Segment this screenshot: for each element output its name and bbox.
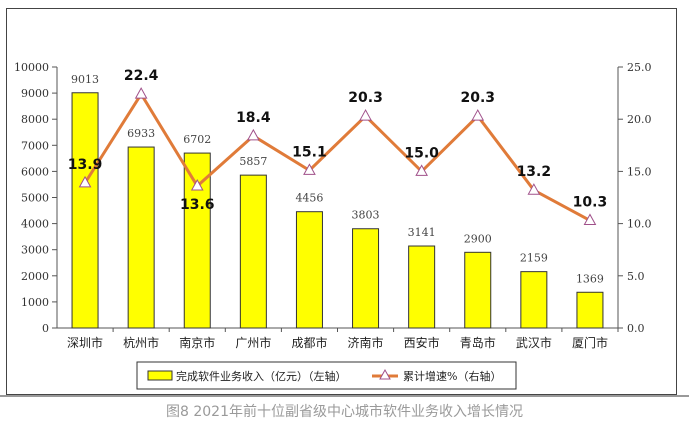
bar-value-label: 4456: [295, 192, 323, 205]
growth-point-marker: [471, 109, 485, 121]
legend-box: [136, 361, 517, 390]
growth-point-marker: [134, 87, 148, 99]
x-tick-label: 厦门市: [572, 335, 608, 350]
x-tick-label: 杭州市: [123, 335, 159, 350]
right-tick-label: 25.0: [627, 61, 652, 74]
legend-bar-swatch: [147, 370, 173, 381]
growth-value-label: 13.9: [68, 157, 103, 173]
bar: [464, 251, 492, 329]
bar-value-label: 6933: [127, 127, 155, 140]
bar: [295, 211, 323, 329]
left-tick-label: 1000: [21, 296, 49, 309]
x-tick-label: 青岛市: [460, 335, 496, 350]
x-tick-label: 武汉市: [516, 335, 552, 350]
right-tick-label: 0.0: [627, 322, 645, 335]
chart-frame: [6, 8, 677, 395]
growth-value-label: 22.4: [124, 68, 159, 84]
x-tick-label: 广州市: [235, 335, 271, 350]
left-tick-label: 0: [42, 322, 49, 335]
growth-point-marker: [78, 175, 92, 188]
x-tick-label: 深圳市: [67, 335, 103, 350]
growth-line: [83, 91, 591, 222]
growth-value-label: 10.3: [573, 194, 608, 210]
legend-line-label: 累计增速%（右轴）: [403, 369, 501, 383]
x-tick-label: 西安市: [404, 335, 440, 350]
growth-point-marker: [359, 109, 372, 121]
left-tick-label: 9000: [21, 87, 49, 100]
growth-value-label: 20.3: [348, 90, 383, 106]
bar: [239, 174, 267, 329]
right-tick-label: 15.0: [627, 165, 652, 178]
bar-value-label: 5857: [239, 155, 267, 168]
bar: [71, 92, 99, 329]
legend-triangle-icon: [379, 368, 391, 380]
growth-point-marker: [190, 178, 204, 191]
growth-value-label: 18.4: [236, 110, 271, 126]
bar-value-label: 2159: [520, 252, 548, 265]
bar-value-label: 9013: [71, 73, 99, 86]
left-tick-label: 10000: [14, 61, 49, 74]
legend-bar-label: 完成软件业务收入（亿元）（左轴）: [176, 369, 347, 383]
right-tick-label: 5.0: [627, 270, 645, 283]
growth-value-label: 15.1: [292, 144, 327, 160]
bar-value-label: 2900: [464, 232, 492, 245]
growth-value-label: 13.6: [180, 197, 215, 213]
right-tick-label: 20.0: [627, 113, 652, 126]
left-tick-label: 2000: [21, 270, 49, 283]
bar-value-label: 1369: [576, 272, 604, 285]
x-tick-label: 成都市: [291, 335, 327, 350]
left-tick-label: 7000: [21, 139, 49, 152]
x-tick-label: 南京市: [179, 335, 215, 350]
bar-value-label: 3141: [408, 226, 436, 239]
growth-value-label: 20.3: [460, 90, 495, 106]
bar: [408, 245, 436, 329]
growth-point-marker: [247, 128, 260, 141]
growth-point-marker: [583, 213, 597, 225]
bar-value-label: 3803: [352, 209, 380, 222]
growth-value-label: 13.2: [517, 164, 552, 180]
bar-value-label: 6702: [183, 133, 211, 146]
bar: [127, 146, 155, 329]
left-tick-label: 3000: [21, 244, 49, 257]
x-tick-label: 济南市: [348, 335, 384, 350]
growth-value-label: 15.0: [404, 145, 439, 161]
figure-caption: 图8 2021年前十位副省级中心城市软件业务收入增长情况: [166, 404, 523, 420]
right-tick-label: 10.0: [627, 218, 652, 231]
bar: [576, 291, 604, 329]
bar: [520, 271, 548, 329]
growth-point-marker: [415, 164, 428, 176]
bar: [352, 228, 380, 329]
growth-point-marker: [303, 163, 316, 175]
growth-point-marker: [527, 183, 541, 195]
left-tick-label: 4000: [21, 218, 49, 231]
left-tick-label: 5000: [21, 192, 49, 205]
left-tick-label: 8000: [21, 113, 49, 126]
left-tick-label: 6000: [21, 165, 49, 178]
